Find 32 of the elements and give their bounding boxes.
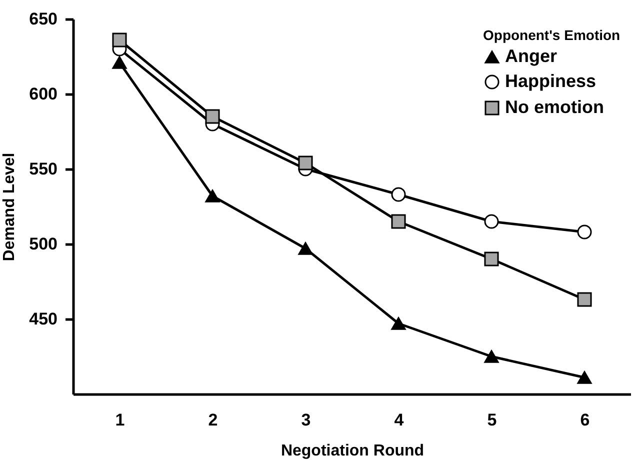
point [391,214,406,229]
x-tick-label: 3 [301,410,311,430]
y-tick-label: 650 [29,10,58,28]
x-axis-title: Negotiation Round [280,442,424,460]
point [577,224,592,240]
x-tick-label: 6 [580,410,590,430]
point [484,214,499,229]
y-tick-label: 550 [29,160,58,178]
point [391,317,406,330]
point [577,371,592,384]
point [112,56,127,69]
point [577,292,592,307]
point [484,350,499,363]
x-tick-label: 2 [208,410,218,430]
y-tick-label: 600 [29,84,58,104]
point [484,252,499,266]
point [298,242,313,255]
point [298,156,313,170]
x-tick-label: 1 [115,410,125,430]
legend-label: Anger [505,46,558,66]
y-axis-title: Demand Level [1,152,18,262]
point [112,32,127,48]
point [205,109,220,124]
legend-label: Happiness [505,71,596,91]
legend-title: Opponent's Emotion [483,27,620,43]
legend-label: No emotion [505,97,604,117]
y-tick-label: 450 [29,310,58,328]
point [205,190,220,202]
x-tick-label: 5 [487,410,497,430]
point [391,187,406,202]
x-tick-label: 4 [394,410,404,430]
y-tick-label: 500 [29,234,58,254]
